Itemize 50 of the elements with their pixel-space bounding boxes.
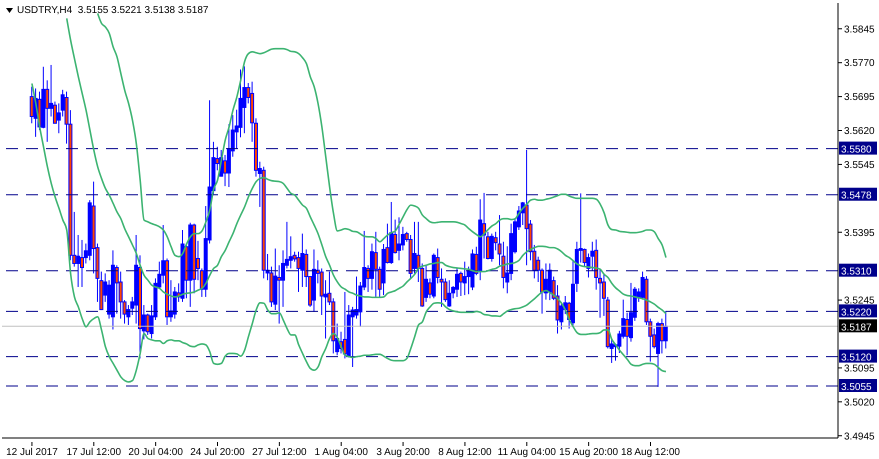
ref-line-label: 3.5187 <box>841 322 872 334</box>
candlestick <box>374 231 378 298</box>
x-tick-label: 3 Aug 20:00 <box>376 447 430 458</box>
line-series <box>66 18 667 314</box>
candlestick <box>424 264 428 302</box>
y-tick-label: 3.5395 <box>844 228 876 239</box>
ref-line-label: 3.5478 <box>841 190 872 202</box>
x-tick-label: 1 Aug 04:00 <box>314 447 368 458</box>
candlestick <box>447 280 452 308</box>
candlestick <box>277 264 282 324</box>
y-tick-label: 3.5245 <box>844 296 876 307</box>
x-tick-label: 18 Aug 12:00 <box>621 447 680 458</box>
y-tick-label: 3.5020 <box>844 397 876 408</box>
y-tick-label: 3.5545 <box>844 160 876 171</box>
x-tick-label: 24 Jul 20:00 <box>190 447 246 458</box>
candlestick <box>462 261 467 296</box>
y-tick-label: 3.5095 <box>844 363 876 374</box>
candlestick <box>397 216 402 261</box>
x-tick-label: 12 Jul 2017 <box>6 447 58 458</box>
line-series <box>96 12 667 258</box>
ref-line-label: 3.5120 <box>841 352 872 364</box>
candlestick <box>664 310 668 349</box>
ref-line-label: 3.5310 <box>841 266 872 278</box>
candlestick <box>30 86 34 124</box>
x-tick-label: 8 Aug 12:00 <box>438 447 492 458</box>
candlestick <box>296 251 300 292</box>
candlestick <box>342 291 347 359</box>
x-tick-label: 11 Aug 04:00 <box>498 447 556 458</box>
candlestick <box>242 66 246 134</box>
candlestick <box>625 312 630 356</box>
y-tick-label: 3.4945 <box>844 431 876 442</box>
chart-title: USDTRY,H4 3.5155 3.5221 3.5138 3.5187 <box>17 5 208 16</box>
y-tick-label: 3.5620 <box>844 126 876 138</box>
candlestick <box>490 233 494 262</box>
y-tick-label: 3.5695 <box>844 92 876 104</box>
ref-line-label: 3.5580 <box>841 144 872 156</box>
x-tick-label: 17 Jul 12:00 <box>66 447 122 458</box>
candlestick <box>76 234 80 288</box>
y-tick-label: 3.5770 <box>844 58 876 70</box>
line-series <box>31 82 667 383</box>
x-tick-label: 20 Jul 04:00 <box>128 447 184 458</box>
candlestick <box>455 268 460 298</box>
candlestick <box>80 239 84 288</box>
x-tick-label: 15 Aug 20:00 <box>559 447 619 458</box>
candlestick <box>524 149 529 266</box>
x-tick-label: 27 Jul 12:00 <box>252 447 308 458</box>
ref-line-label: 3.5220 <box>841 307 872 318</box>
y-tick-label: 3.5845 <box>844 24 876 36</box>
candlestick <box>114 264 119 314</box>
ref-line-label: 3.5055 <box>841 382 872 393</box>
